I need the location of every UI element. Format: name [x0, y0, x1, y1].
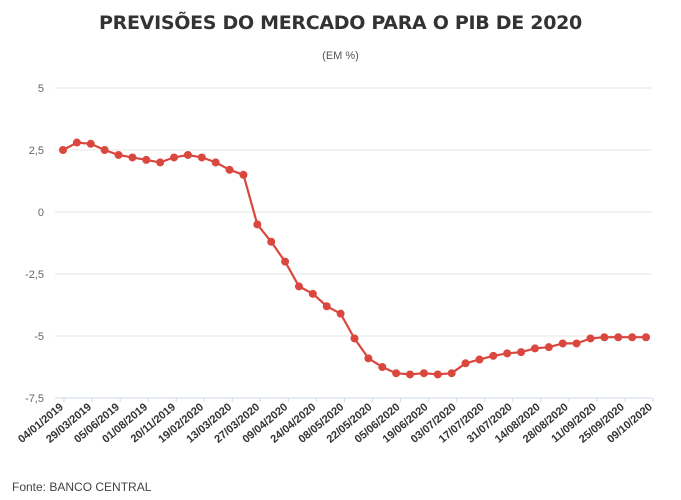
- data-point-37: [572, 339, 581, 348]
- data-point-10: [197, 153, 206, 162]
- data-point-36: [558, 339, 567, 348]
- y-tick-label: -7,5: [25, 393, 44, 405]
- data-point-9: [183, 150, 192, 159]
- data-point-34: [530, 344, 539, 353]
- data-point-2: [86, 139, 95, 148]
- data-point-0: [59, 146, 67, 154]
- data-point-32: [503, 349, 512, 358]
- data-point-41: [628, 333, 637, 342]
- data-point-28: [447, 369, 456, 378]
- data-point-31: [489, 351, 498, 360]
- chart-title: PREVISÕES DO MERCADO PARA O PIB DE 2020: [99, 12, 582, 34]
- data-point-14: [253, 220, 262, 229]
- data-point-1: [72, 138, 81, 147]
- data-point-19: [322, 302, 331, 311]
- y-tick-label: 5: [38, 83, 44, 95]
- data-point-24: [392, 369, 401, 378]
- data-point-26: [419, 369, 428, 378]
- series-points: [59, 138, 650, 379]
- data-point-42: [642, 333, 650, 342]
- data-point-20: [336, 309, 345, 318]
- data-point-38: [586, 334, 595, 343]
- data-point-30: [475, 355, 484, 364]
- data-point-21: [350, 334, 359, 343]
- data-point-18: [308, 289, 317, 298]
- data-point-25: [406, 370, 415, 379]
- data-point-22: [364, 354, 373, 363]
- data-point-40: [614, 333, 623, 342]
- data-point-33: [517, 348, 526, 357]
- y-axis-ticks: 5 2,5 0 -2,5 -5 -7,5: [25, 83, 44, 405]
- data-point-5: [128, 153, 137, 162]
- y-tick-label: -2,5: [25, 269, 44, 281]
- data-point-4: [114, 150, 123, 159]
- grid-lines: [55, 87, 652, 399]
- data-point-8: [170, 153, 179, 162]
- data-point-11: [211, 158, 220, 167]
- data-point-7: [156, 158, 165, 167]
- data-point-17: [294, 282, 303, 291]
- data-point-12: [225, 165, 234, 174]
- data-point-35: [544, 343, 553, 352]
- chart-subtitle: (EM %): [322, 50, 359, 62]
- x-axis-ticks: 04/01/201929/03/201905/06/201901/08/2019…: [16, 398, 655, 446]
- data-point-29: [461, 359, 470, 368]
- data-point-39: [600, 333, 609, 342]
- line-chart: 5 2,5 0 -2,5 -5 -7,5 04/01/201929/03/201905/0…: [16, 83, 655, 446]
- data-point-3: [100, 146, 109, 154]
- data-point-13: [239, 170, 248, 179]
- y-tick-label: -5: [34, 331, 44, 343]
- data-point-27: [433, 370, 442, 379]
- data-point-15: [267, 237, 276, 246]
- y-tick-label: 2,5: [29, 145, 44, 157]
- data-point-23: [378, 363, 387, 371]
- data-point-6: [142, 155, 151, 164]
- y-tick-label: 0: [38, 207, 44, 219]
- data-point-16: [281, 257, 290, 266]
- source-note: Fonte: BANCO CENTRAL: [12, 480, 152, 494]
